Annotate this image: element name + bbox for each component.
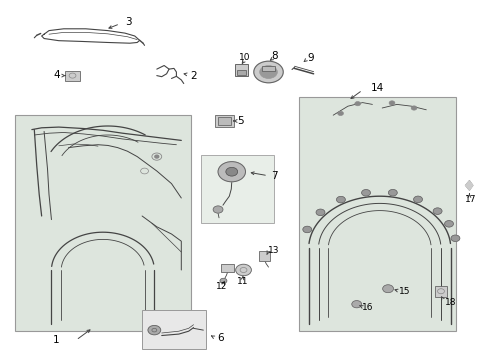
Text: 10: 10 <box>239 53 251 62</box>
Circle shape <box>236 264 251 276</box>
FancyBboxPatch shape <box>262 66 275 71</box>
FancyBboxPatch shape <box>142 310 206 349</box>
Text: 9: 9 <box>308 53 315 63</box>
Text: 15: 15 <box>398 287 410 296</box>
Text: 14: 14 <box>370 83 384 93</box>
Circle shape <box>352 301 362 308</box>
FancyBboxPatch shape <box>221 264 234 272</box>
Text: 16: 16 <box>362 303 373 312</box>
Circle shape <box>148 325 161 335</box>
FancyBboxPatch shape <box>201 155 274 223</box>
Text: 4: 4 <box>53 69 60 80</box>
FancyBboxPatch shape <box>235 64 248 76</box>
Circle shape <box>337 196 345 203</box>
Text: 18: 18 <box>445 298 457 307</box>
Circle shape <box>444 221 453 227</box>
FancyBboxPatch shape <box>218 117 231 125</box>
Circle shape <box>389 189 397 196</box>
Circle shape <box>383 285 393 293</box>
Circle shape <box>414 196 422 203</box>
FancyBboxPatch shape <box>237 70 246 75</box>
Circle shape <box>316 209 325 216</box>
Circle shape <box>303 226 312 233</box>
Circle shape <box>338 111 343 116</box>
Text: 6: 6 <box>217 333 224 343</box>
FancyBboxPatch shape <box>15 115 191 331</box>
Circle shape <box>226 167 238 176</box>
Text: 8: 8 <box>271 51 278 61</box>
FancyBboxPatch shape <box>215 115 234 127</box>
Circle shape <box>411 106 417 110</box>
Text: 7: 7 <box>271 171 278 181</box>
Circle shape <box>220 278 227 283</box>
FancyBboxPatch shape <box>259 251 270 261</box>
Text: 17: 17 <box>465 195 476 204</box>
Text: 13: 13 <box>268 246 279 255</box>
FancyBboxPatch shape <box>65 71 80 81</box>
Circle shape <box>451 235 460 242</box>
Polygon shape <box>466 181 473 190</box>
Text: 12: 12 <box>216 282 228 291</box>
Circle shape <box>254 61 283 83</box>
Text: 11: 11 <box>237 277 248 286</box>
Circle shape <box>362 190 370 196</box>
FancyBboxPatch shape <box>435 286 447 297</box>
Text: 1: 1 <box>53 335 60 345</box>
Circle shape <box>218 162 245 182</box>
Text: 5: 5 <box>237 116 244 126</box>
Circle shape <box>389 101 395 105</box>
Circle shape <box>213 206 223 213</box>
Circle shape <box>355 102 361 106</box>
Circle shape <box>260 66 277 78</box>
Text: 2: 2 <box>190 71 197 81</box>
Text: 3: 3 <box>125 17 132 27</box>
FancyBboxPatch shape <box>299 97 456 331</box>
Circle shape <box>155 155 159 158</box>
Circle shape <box>433 208 442 214</box>
